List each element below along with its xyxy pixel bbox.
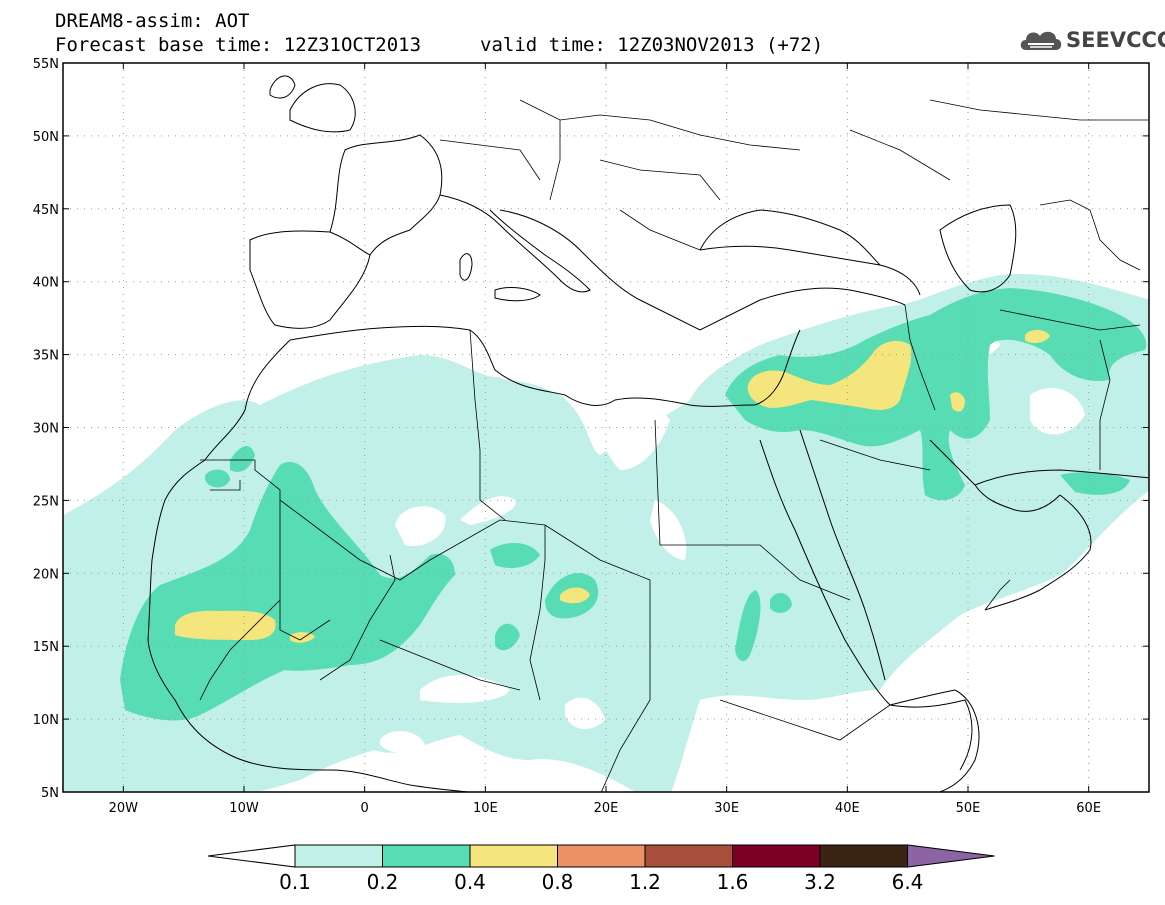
seevccc-logo: SEEVCCC — [1018, 24, 1165, 56]
x-tick-label: 30E — [714, 801, 739, 816]
colorbar-label: 0.8 — [542, 870, 574, 894]
colorbar-label: 1.6 — [717, 870, 749, 894]
colorbar-segments — [207, 844, 995, 868]
map-title: DREAM8-assim: AOT — [55, 10, 250, 32]
y-tick-label: 5N — [41, 786, 59, 801]
colorbar-segment — [732, 844, 821, 868]
x-tick-label: 0 — [361, 801, 369, 816]
coastlines — [147, 75, 1149, 792]
valid-time: valid time: 12Z03NOV2013 (+72) — [480, 34, 824, 56]
aot-field — [63, 274, 1149, 792]
colorbar-label: 3.2 — [804, 870, 836, 894]
colorbar-segment — [294, 844, 383, 868]
colorbar-label: 0.1 — [279, 870, 311, 894]
x-tick-label: 20E — [594, 801, 619, 816]
colorbar-under — [207, 844, 296, 868]
y-tick-label: 45N — [33, 203, 59, 218]
colorbar-label: 0.2 — [367, 870, 399, 894]
colorbar-over — [907, 844, 995, 868]
y-tick-label: 35N — [33, 349, 59, 364]
colorbar-label: 6.4 — [892, 870, 924, 894]
latitude-labels: 55N 50N 45N 40N 35N 30N 25N 20N 15N 10N 5N — [33, 57, 59, 801]
colorbar-label: 1.2 — [629, 870, 661, 894]
colorbar-segment — [469, 844, 558, 868]
y-tick-label: 20N — [33, 567, 59, 582]
y-tick-label: 15N — [33, 640, 59, 655]
x-tick-label: 50E — [956, 801, 981, 816]
x-tick-label: 40E — [835, 801, 860, 816]
x-tick-label: 10W — [229, 801, 259, 816]
colorbar-segment — [557, 844, 646, 868]
y-tick-label: 10N — [33, 713, 59, 728]
x-tick-label: 20W — [109, 801, 139, 816]
aot-level-3 — [175, 329, 1050, 643]
forecast-base-time: Forecast base time: 12Z31OCT2013 — [55, 34, 422, 56]
axis-ticks — [63, 62, 1149, 793]
y-tick-label: 30N — [33, 422, 59, 437]
x-tick-label: 10E — [473, 801, 498, 816]
colorbar-segment — [819, 844, 908, 868]
colorbar-segment — [382, 844, 471, 868]
longitude-labels: 20W 10W 0 10E 20E 30E 40E 50E 60E — [109, 801, 1101, 816]
map-gridlines — [63, 63, 1149, 792]
x-tick-label: 60E — [1076, 801, 1101, 816]
y-tick-label: 50N — [33, 130, 59, 145]
y-tick-label: 40N — [33, 276, 59, 291]
y-tick-label: 55N — [33, 57, 59, 72]
colorbar-segment — [644, 844, 733, 868]
y-tick-label: 25N — [33, 494, 59, 509]
logo-text: SEEVCCC — [1066, 28, 1165, 52]
cloud-icon — [1020, 31, 1062, 50]
colorbar-labels: 0.1 0.2 0.4 0.8 1.2 1.6 3.2 6.4 — [279, 870, 923, 894]
colorbar-label: 0.4 — [454, 870, 486, 894]
country-borders — [199, 99, 1149, 792]
